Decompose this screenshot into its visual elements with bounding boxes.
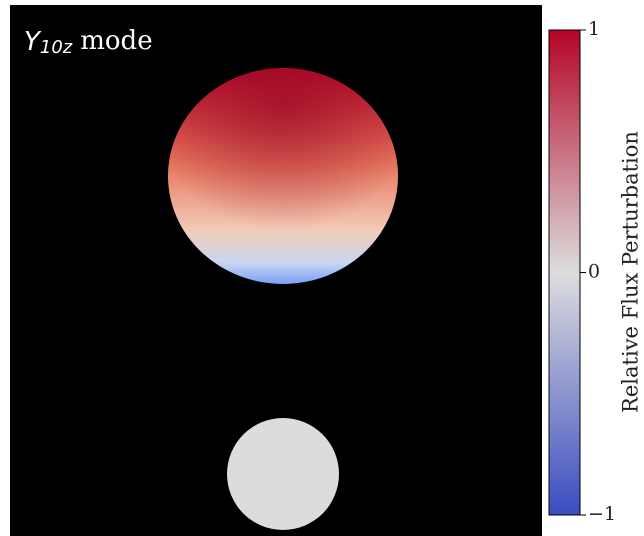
colorbar-tick-label: 0 xyxy=(588,261,600,283)
star-shading xyxy=(168,68,398,284)
title-text: mode xyxy=(80,26,152,56)
colorbar-tick-label: −1 xyxy=(588,503,616,525)
reference-disk xyxy=(227,418,339,530)
colorbar-tick-label: 1 xyxy=(588,18,600,40)
title-subscript: 10z xyxy=(40,37,73,58)
figure: Y10zmode Relative Flux Perturbation −101 xyxy=(0,0,644,536)
colorbar xyxy=(549,30,580,515)
colorbar-label: Relative Flux Perturbation xyxy=(619,131,643,413)
